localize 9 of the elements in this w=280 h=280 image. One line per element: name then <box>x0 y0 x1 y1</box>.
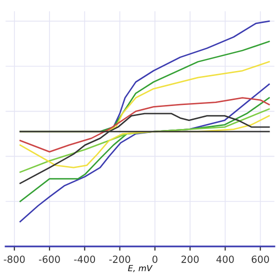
x-tick-label: -800 <box>4 256 25 263</box>
x-tick-label: 400 <box>216 256 234 263</box>
x-tick-label: -200 <box>109 256 130 263</box>
x-tick-label: 600 <box>252 256 269 263</box>
x-tick-label: 0 <box>152 256 158 263</box>
x-tick-label: -600 <box>38 256 60 263</box>
x-tick-label: 200 <box>182 256 199 263</box>
x-tick-label: -400 <box>74 256 96 263</box>
x-axis-title: E, mV <box>128 265 153 272</box>
